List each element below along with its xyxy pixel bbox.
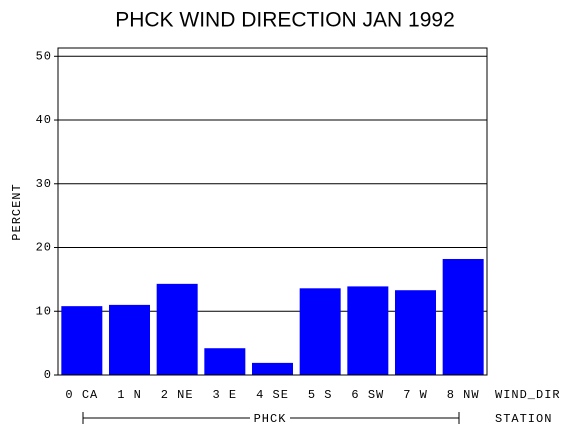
bar: [299, 288, 341, 375]
y-tick-label: 50: [36, 49, 52, 63]
x-tick-label: 8 NW: [447, 388, 480, 402]
x-tick-label: 3 E: [213, 388, 238, 402]
bar: [347, 286, 389, 375]
y-tick-label: 0: [44, 368, 52, 382]
x-tick-label: 0 CA: [65, 388, 98, 402]
bar: [156, 283, 198, 375]
bar: [109, 304, 150, 375]
bar: [252, 362, 293, 375]
x-tick-label: 5 S: [308, 388, 333, 402]
y-tick-label: 20: [36, 241, 52, 255]
x-tick-label: 2 NE: [161, 388, 194, 402]
group-label: PHCK: [254, 412, 287, 426]
chart-title: PHCK WIND DIRECTION JAN 1992: [115, 9, 455, 32]
bar: [61, 306, 103, 375]
x-axis-label: WIND_DIR: [495, 388, 561, 402]
x-tick-label: 1 N: [117, 388, 142, 402]
bar: [442, 258, 484, 375]
bar: [204, 348, 246, 375]
plot-frame: [57, 47, 488, 376]
group-axis-label: STATION: [495, 412, 552, 426]
x-tick-label: 6 SW: [351, 388, 384, 402]
y-tick-label: 10: [36, 304, 52, 318]
y-tick-label: 40: [36, 113, 52, 127]
bar: [395, 290, 436, 375]
y-axis-label: PERCENT: [10, 183, 24, 240]
x-tick-label: 4 SE: [256, 388, 289, 402]
x-tick-label: 7 W: [403, 388, 428, 402]
y-tick-label: 30: [36, 177, 52, 191]
